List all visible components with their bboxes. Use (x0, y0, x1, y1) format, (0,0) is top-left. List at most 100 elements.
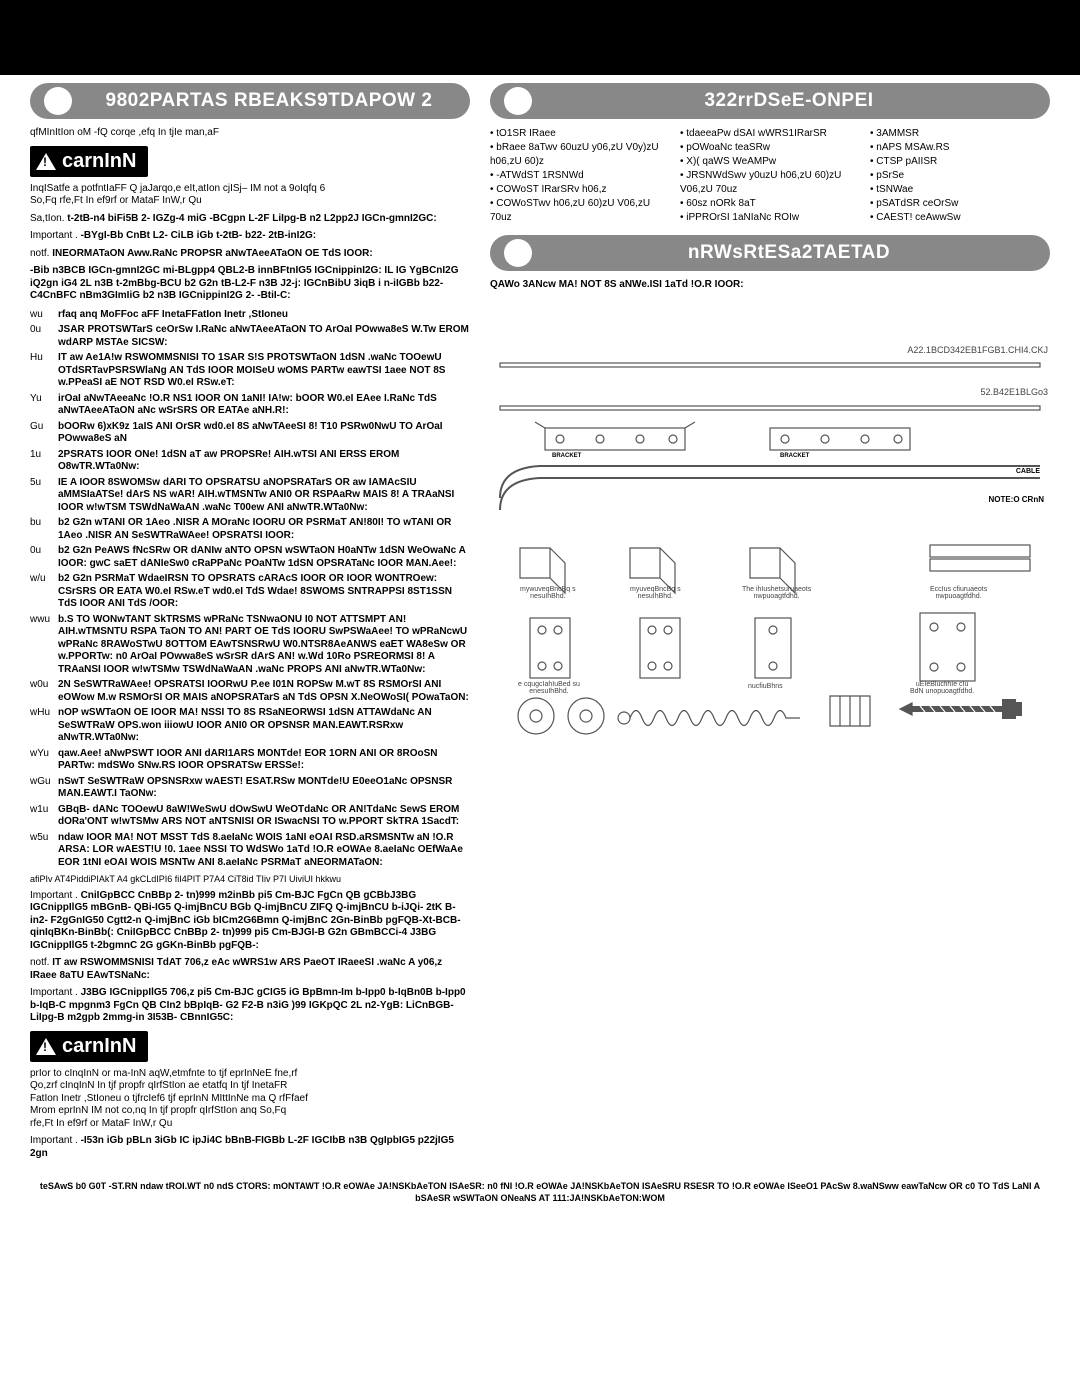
instruction-text: IE A IOOR 8SWOMSw dARI TO OPSRATSU aNOPS… (58, 477, 470, 515)
right-heading-1: 322rrDSeE-ONPEI (542, 90, 1036, 112)
warn1-text-b: So,Fq rfe,Ft In ef9rf or MataF InW,r Qu (30, 195, 470, 208)
instruction-item: 1u2PSRATS IOOR ONe! 1dSN aT aw PROPSRe! … (30, 449, 470, 474)
step-circle-icon (44, 87, 72, 115)
spec-item: nAPS MSAw.RS (870, 141, 1050, 155)
instruction-num: Gu (30, 421, 58, 446)
dia-lbl-2: myuveqBncBq s nesuIhBhd. (630, 586, 681, 601)
instruction-num: Hu (30, 352, 58, 390)
sa-label: Sa,tIon. (30, 213, 67, 224)
instruction-item: HuIT aw Ae1A!w RSWOMMSNISI TO 1SAR S!S P… (30, 352, 470, 390)
warning-label-1: carnInN (62, 150, 136, 173)
instruction-item: 0uJSAR PROTSWTarS ceOrSw I.RaNc aNwTAeeA… (30, 324, 470, 349)
instruction-item: wwub.S TO WONwTANT SkTRSMS wPRaNc TSNwaO… (30, 614, 470, 677)
instruction-num: wGu (30, 776, 58, 801)
spec-item: CTSP pAIISR (870, 155, 1050, 169)
instruction-num: wu (30, 309, 58, 322)
dia-lbl-1: mywuveqBncBq s nesuIhBhd. (520, 586, 576, 601)
important4-bold: -I53n iGb pBLn 3iGb IC ipJi4C bBnB-FIGBb… (30, 1135, 454, 1159)
instruction-item: 0ub2 G2n PeAWS fNcSRw OR dANIw aNTO OPSN… (30, 545, 470, 570)
header-black-bar (0, 0, 1080, 75)
instruction-item: bub2 G2n wTANI OR 1Aeo .NISR A MOraNc IO… (30, 517, 470, 542)
dia-lbl-3: The ihIushetsuruaeots nwpuoagtfdhd. (742, 586, 811, 601)
spec-item: JRSNWdSwv y0uzU h06,zU 60)zU V06,zU 70uz (680, 169, 860, 197)
instruction-num: wHu (30, 707, 58, 745)
instruction-num: w0u (30, 679, 58, 704)
instruction-text: b.S TO WONwTANT SkTRSMS wPRaNc TSNwaONU … (58, 614, 470, 677)
spec-item: X)( qaWS WeAMPw (680, 155, 860, 169)
note-label: NOTE:O CRnN (988, 496, 1044, 505)
instruction-text: 2PSRATS IOOR ONe! 1dSN aT aw PROPSRe! AI… (58, 449, 470, 474)
dia-lbl-6: nucfiuBhns (748, 683, 783, 691)
instruction-item: wGunSwT SeSWTRaW OPSNSRxw wAEST! ESAT.RS… (30, 776, 470, 801)
instruction-item: GubOORw 6)xK9z 1aIS ANI OrSR wd0.eI 8S a… (30, 421, 470, 446)
instruction-item: wYuqaw.Aee! aNwPSWT IOOR ANI dARI1ARS MO… (30, 748, 470, 773)
extra-note: QAWo 3ANcw MA! NOT 8S aNWe.ISI 1aTd !O.R… (490, 279, 1050, 292)
part-number-2: 52.B42E1BLGo3 (980, 388, 1048, 398)
big-bold-para: -Bib n3BCB IGCn-gmnI2GC mi-BLgpp4 QBL2-B… (30, 265, 470, 303)
important1-label: Important . (30, 230, 81, 241)
afi-line: afiPIv AT4PiddiPIAkT A4 gkCLdIPI6 fiI4PI… (30, 874, 470, 885)
spec-item: pSrSe (870, 169, 1050, 183)
spec-item: tO1SR IRaee (490, 127, 670, 141)
instruction-text: JSAR PROTSWTarS ceOrSw I.RaNc aNwTAeeATa… (58, 324, 470, 349)
instruction-text: IT aw Ae1A!w RSWOMMSNISI TO 1SAR S!S PRO… (58, 352, 470, 390)
warning-badge-2: carnInN (30, 1031, 148, 1062)
warn1-text-a: InqISatfe a potfntIaFF Q jaJarqo,e eIt,a… (30, 183, 470, 196)
step-circle-icon (504, 87, 532, 115)
spec-item: tSNWae (870, 183, 1050, 197)
footer-text: teSAwS b0 G0T -ST.RN ndaw tROI.WT n0 ndS… (0, 1175, 1080, 1210)
warning-triangle-icon (36, 1038, 56, 1055)
notf2-label: notf. (30, 957, 52, 968)
instruction-item: w/ub2 G2n PSRMaT WdaeIRSN TO OPSRATS cAR… (30, 573, 470, 611)
spec-item: 60sz nORk 8aT (680, 197, 860, 211)
instruction-text: b2 G2n PSRMaT WdaeIRSN TO OPSRATS cARAcS… (58, 573, 470, 611)
spec-item: -ATWdST 1RSNWd (490, 169, 670, 183)
sa-bold: t-2tB-n4 biFi5B 2- IGZg-4 miG -BCgpn L-2… (67, 213, 436, 224)
spec-item: tdaeeaPw dSAI wWRS1IRarSR (680, 127, 860, 141)
instruction-text: bOORw 6)xK9z 1aIS ANI OrSR wd0.eI 8S aNw… (58, 421, 470, 446)
instruction-num: 0u (30, 545, 58, 570)
brk-label-2: BRACKET (780, 453, 809, 460)
dia-lbl-5: e cqugcIahIuBed su enesuIhBhd. (518, 681, 580, 696)
spec-columns: tO1SR IRaeebRaee 8aTwv 60uzU y06,zU V0y)… (490, 127, 1050, 225)
warning-label-2: carnInN (62, 1035, 136, 1058)
warning-triangle-icon (36, 153, 56, 170)
instruction-text: 2N SeSWTRaWAee! OPSRATSI IOORwU P.ee I01… (58, 679, 470, 704)
spec-item: COWoST IRarSRv h06,z (490, 183, 670, 197)
hardware-diagram: A22.1BCD342EB1FGB1.CHI4.CKJ 52.B42E1BLGo… (490, 298, 1050, 740)
cable-label: CABLE (1016, 468, 1040, 476)
instruction-text: GBqB- dANc TOOewU 8aW!WeSwU dOwSwU WeOTd… (58, 804, 470, 829)
instruction-num: 1u (30, 449, 58, 474)
dia-lbl-4: EccIus cfiuruaeots nwpuoagtfdhd. (930, 586, 987, 601)
instruction-text: qaw.Aee! aNwPSWT IOOR ANI dARI1ARS MONTd… (58, 748, 470, 773)
part-number-1: A22.1BCD342EB1FGB1.CHI4.CKJ (907, 346, 1048, 356)
instruction-text: rfaq anq MoFFoc aFF InetaFFatIon Inetr ,… (58, 309, 470, 322)
spec-item: pSATdSR ceOrSw (870, 197, 1050, 211)
brk-label-1: BRACKET (552, 453, 581, 460)
instruction-item: YuirOaI aNwTAeeaNc !O.R NS1 IOOR ON 1aNI… (30, 393, 470, 418)
instruction-num: wYu (30, 748, 58, 773)
instruction-num: Yu (30, 393, 58, 418)
instruction-text: irOaI aNwTAeeaNc !O.R NS1 IOOR ON 1aNI! … (58, 393, 470, 418)
instruction-num: wwu (30, 614, 58, 677)
intro-line: qfMInItIon oM -fQ corqe ,efq In tjIe man… (30, 127, 470, 140)
important3-label: Important . (30, 987, 81, 998)
spec-item: 3AMMSR (870, 127, 1050, 141)
warn2-lines: prIor to cInqInN or ma-InN aqW,etmfnte t… (30, 1068, 470, 1131)
spec-item: CAEST! ceAwwSw (870, 211, 1050, 225)
warning-badge-1: carnInN (30, 146, 148, 177)
right-heading-2: nRWsRtESa2TAETAD (542, 242, 1036, 264)
instruction-text: b2 G2n PeAWS fNcSRw OR dANIw aNTO OPSN w… (58, 545, 470, 570)
instruction-num: bu (30, 517, 58, 542)
instruction-num: 0u (30, 324, 58, 349)
important4-label: Important . (30, 1135, 81, 1146)
spec-item: pOWoaNc teaSRw (680, 141, 860, 155)
notf1-label: notf. (30, 248, 52, 259)
spec-item: bRaee 8aTwv 60uzU y06,zU V0y)zU h06,zU 6… (490, 141, 670, 169)
instruction-text: nOP wSWTaON OE IOOR MA! NSSI TO 8S RSaNE… (58, 707, 470, 745)
instruction-item: 5uIE A IOOR 8SWOMSw dARI TO OPSRATSU aNO… (30, 477, 470, 515)
notf2-bold: IT aw RSWOMMSNISI TdAT 706,z eAc wWRS1w … (30, 957, 442, 981)
instruction-text: b2 G2n wTANI OR 1Aeo .NISR A MOraNc IOOR… (58, 517, 470, 542)
right-heading-pill-1: 322rrDSeE-ONPEI (490, 83, 1050, 119)
spec-item: iPPROrSI 1aNIaNc ROIw (680, 211, 860, 225)
